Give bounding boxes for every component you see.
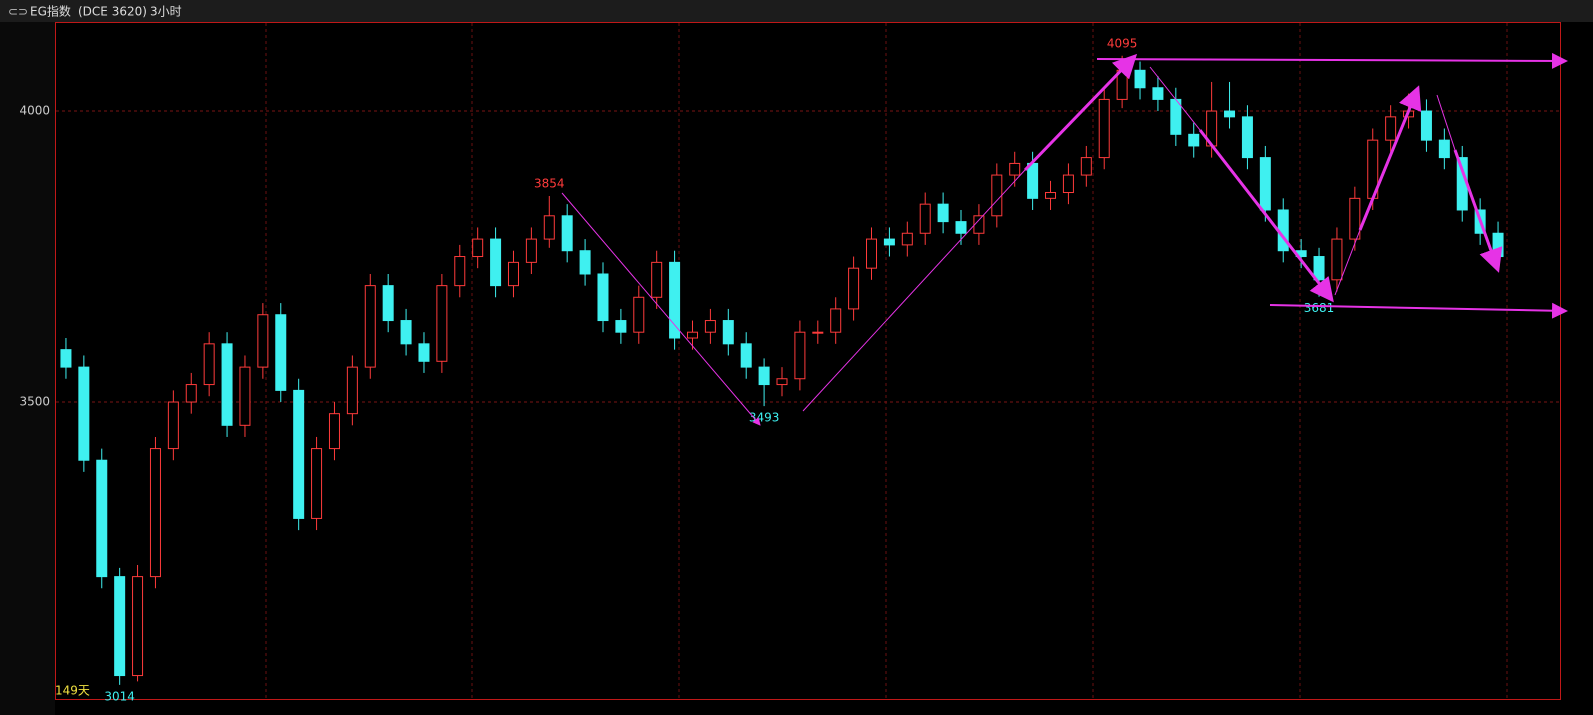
candle-body <box>866 238 878 269</box>
candle-body <box>794 331 806 380</box>
candle-body <box>1492 232 1504 258</box>
candle-body <box>1259 157 1271 211</box>
symbol: (DCE 3620) <box>78 5 147 19</box>
candle-body <box>1331 238 1343 281</box>
candle-body <box>490 238 502 287</box>
candle-body <box>203 343 215 386</box>
candle-body <box>1313 256 1325 281</box>
candle-body <box>740 343 752 368</box>
candle-body <box>991 174 1003 217</box>
candle-body <box>722 320 734 345</box>
candle-body <box>937 203 949 223</box>
candle-body <box>472 238 484 258</box>
candle-body <box>239 366 251 426</box>
candle-body <box>293 389 305 519</box>
candle-body <box>149 448 161 578</box>
candle-body <box>1134 69 1146 89</box>
candle-body <box>507 261 519 287</box>
trend-lines <box>561 52 1568 426</box>
extreme-label: 4095 <box>1107 36 1138 50</box>
candle-body <box>1045 192 1057 199</box>
candle-body <box>1152 87 1164 100</box>
candle-body <box>901 232 913 246</box>
candle-body <box>1098 98 1110 159</box>
candle-body <box>96 459 108 578</box>
candle-body <box>615 320 627 333</box>
candle-body <box>275 314 287 391</box>
candle-body <box>651 261 663 298</box>
y-tick-label: 3500 <box>19 395 50 409</box>
candle-body <box>1224 110 1236 118</box>
candle-body <box>78 366 90 461</box>
candle-body <box>1241 116 1253 159</box>
candle-body <box>1188 133 1200 147</box>
candle-body <box>60 349 72 368</box>
candle-body <box>1420 110 1432 141</box>
y-tick-label: 4000 <box>19 104 50 118</box>
extreme-label: 3854 <box>534 177 565 191</box>
candle-body <box>132 576 144 677</box>
candle-body <box>919 203 931 234</box>
candle-body <box>758 366 770 386</box>
candle-body <box>1062 174 1074 194</box>
candle-body <box>561 215 573 252</box>
candle-body <box>579 250 591 275</box>
candle-body <box>400 320 412 345</box>
candle-body <box>669 261 681 339</box>
candle-body <box>704 320 716 333</box>
candle-body <box>1080 157 1092 176</box>
candle-body <box>812 331 824 334</box>
candle-body <box>776 378 788 386</box>
header-bar <box>0 0 1593 22</box>
candle-body <box>364 285 376 368</box>
candle-body <box>848 267 860 310</box>
candle-body <box>1349 197 1361 240</box>
plot-frame <box>55 22 1561 700</box>
candle-body <box>328 413 340 450</box>
candle-body <box>454 256 466 287</box>
candle-body <box>633 296 645 333</box>
candle-body <box>1438 139 1450 159</box>
axis-panel <box>0 22 55 715</box>
candle-body <box>1027 162 1039 199</box>
candle-body <box>221 343 233 426</box>
candle-body <box>955 221 967 234</box>
candle-body <box>418 343 430 362</box>
interval[interactable]: 3小时 <box>150 5 182 19</box>
candle-body <box>436 285 448 362</box>
chart-title: EG指数 <box>30 4 71 19</box>
extreme-label: 3681 <box>1304 301 1335 315</box>
candle-body <box>185 384 197 403</box>
candle-body <box>346 366 358 415</box>
candle-body <box>597 273 609 322</box>
candle-body <box>114 576 126 677</box>
candle-body <box>257 314 269 368</box>
candle-body <box>883 238 895 246</box>
candle-body <box>1009 162 1021 176</box>
extreme-label: 3014 <box>104 689 135 703</box>
candle-body <box>311 448 323 519</box>
vertical-grid <box>265 23 1508 700</box>
candle-body <box>382 285 394 322</box>
candle-body <box>973 215 985 234</box>
link-icon: ⊂⊃ <box>8 5 28 19</box>
candle-body <box>686 331 698 339</box>
period-label: 149天 <box>55 684 90 698</box>
candle-body <box>525 238 537 263</box>
candle-body <box>167 401 179 450</box>
candle-body <box>543 215 555 240</box>
candle-body <box>1385 116 1397 141</box>
candle-body <box>830 308 842 333</box>
